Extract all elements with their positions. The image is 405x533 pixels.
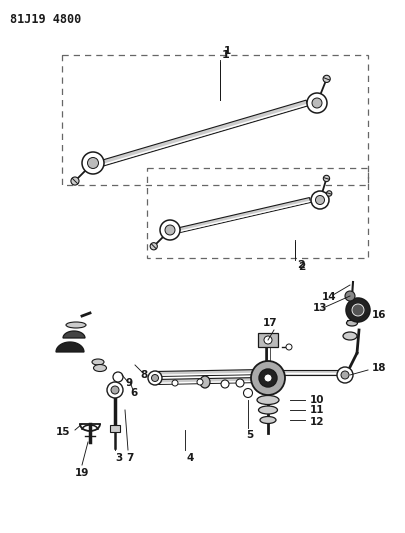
Circle shape (264, 336, 272, 344)
Circle shape (221, 380, 229, 388)
Text: 5: 5 (246, 430, 254, 440)
Circle shape (337, 367, 353, 383)
Circle shape (264, 374, 272, 382)
Circle shape (150, 243, 157, 250)
Circle shape (111, 386, 119, 394)
Circle shape (87, 157, 98, 168)
Circle shape (307, 93, 327, 113)
Text: 9: 9 (126, 378, 133, 388)
Text: 2: 2 (298, 262, 305, 272)
Circle shape (160, 220, 180, 240)
Text: 1: 1 (224, 46, 231, 56)
Circle shape (312, 98, 322, 108)
Text: 12: 12 (310, 417, 324, 427)
Circle shape (315, 196, 324, 205)
Ellipse shape (92, 359, 104, 365)
Polygon shape (155, 369, 263, 376)
Text: 10: 10 (310, 395, 324, 405)
Circle shape (352, 304, 364, 316)
Circle shape (259, 369, 277, 387)
Text: 19: 19 (75, 468, 89, 478)
Ellipse shape (94, 365, 107, 372)
Circle shape (165, 225, 175, 235)
Circle shape (107, 382, 123, 398)
Ellipse shape (200, 376, 210, 388)
Circle shape (326, 191, 332, 196)
Polygon shape (102, 100, 308, 166)
Bar (110, 425, 120, 432)
Ellipse shape (66, 322, 86, 328)
Bar (62, 55, 368, 185)
Text: 2: 2 (297, 260, 305, 270)
Polygon shape (155, 377, 260, 384)
Text: 81J19 4800: 81J19 4800 (10, 13, 81, 26)
Circle shape (151, 375, 158, 382)
Bar (258, 333, 278, 347)
Circle shape (251, 361, 285, 395)
Ellipse shape (347, 320, 358, 326)
Text: 8: 8 (141, 370, 148, 380)
Ellipse shape (257, 395, 279, 405)
Ellipse shape (343, 332, 357, 340)
Circle shape (345, 291, 355, 301)
Circle shape (172, 380, 178, 386)
Text: 7: 7 (126, 453, 134, 463)
Text: 3: 3 (115, 453, 123, 463)
Text: 1: 1 (222, 50, 230, 60)
Text: 16: 16 (372, 310, 386, 320)
Ellipse shape (258, 406, 277, 414)
Text: 11: 11 (310, 405, 324, 415)
Circle shape (346, 298, 370, 322)
Circle shape (243, 389, 252, 398)
Text: 14: 14 (322, 292, 336, 302)
Circle shape (323, 75, 330, 83)
Ellipse shape (260, 416, 276, 424)
Text: 15: 15 (55, 427, 70, 437)
Circle shape (71, 177, 79, 185)
Circle shape (311, 191, 329, 209)
Text: 17: 17 (262, 318, 277, 328)
Circle shape (236, 379, 244, 387)
Text: 6: 6 (131, 388, 138, 398)
Polygon shape (63, 331, 85, 338)
Bar (147, 168, 368, 258)
Circle shape (323, 175, 330, 182)
Circle shape (82, 152, 104, 174)
Circle shape (286, 344, 292, 350)
Circle shape (113, 372, 123, 382)
Circle shape (197, 379, 203, 385)
Text: 4: 4 (186, 453, 194, 463)
Polygon shape (280, 369, 348, 375)
Text: 18: 18 (372, 363, 386, 373)
Polygon shape (56, 342, 84, 352)
Text: 13: 13 (313, 303, 327, 313)
Circle shape (148, 371, 162, 385)
Circle shape (341, 371, 349, 379)
Polygon shape (179, 198, 311, 232)
